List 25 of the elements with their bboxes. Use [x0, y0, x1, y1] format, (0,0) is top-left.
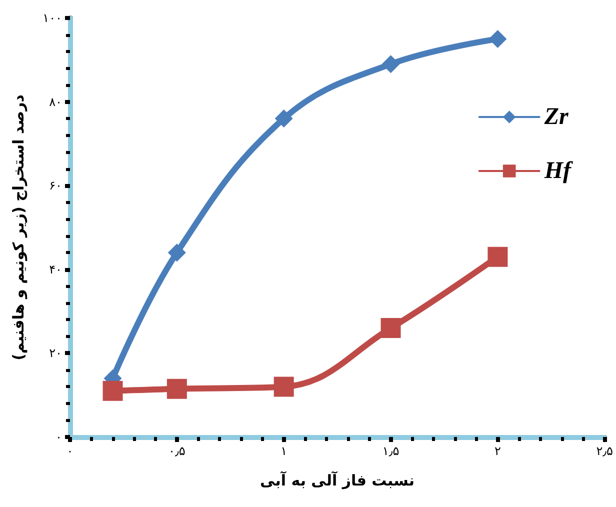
legend-label: Zr [543, 104, 569, 130]
legend-label: Hf [543, 158, 574, 184]
y-tick-label: ۸۰ [49, 94, 62, 109]
y-tick-label: ۲۰ [49, 346, 62, 360]
point [102, 380, 123, 401]
y-tick-label: ۶۰ [49, 178, 62, 193]
point [382, 55, 400, 74]
y-tick-label: ۱۰۰ [42, 11, 62, 25]
point [488, 30, 507, 48]
x-tick-label: ۲٫۵ [596, 444, 614, 458]
y-axis-title: درصد استخراج (زیر کونیم و هافنیم) [10, 94, 28, 360]
x-tick-label: ۲ [494, 444, 501, 458]
x-tick-label: ۰ [66, 444, 74, 458]
point [488, 246, 508, 267]
point [274, 110, 293, 128]
x-tick-label: ۰٫۵ [168, 444, 186, 458]
y-tick-label: ۴۰ [49, 262, 62, 276]
x-tick-label: ۱٫۵ [382, 444, 400, 458]
point [380, 318, 401, 338]
x-tick-label: ۱ [280, 444, 288, 458]
point [166, 378, 187, 399]
x-axis-title: نسبت فاز آلی به آبی [260, 470, 415, 490]
point [168, 244, 186, 262]
y-tick-label: ۰ [56, 430, 62, 444]
point [274, 376, 294, 397]
